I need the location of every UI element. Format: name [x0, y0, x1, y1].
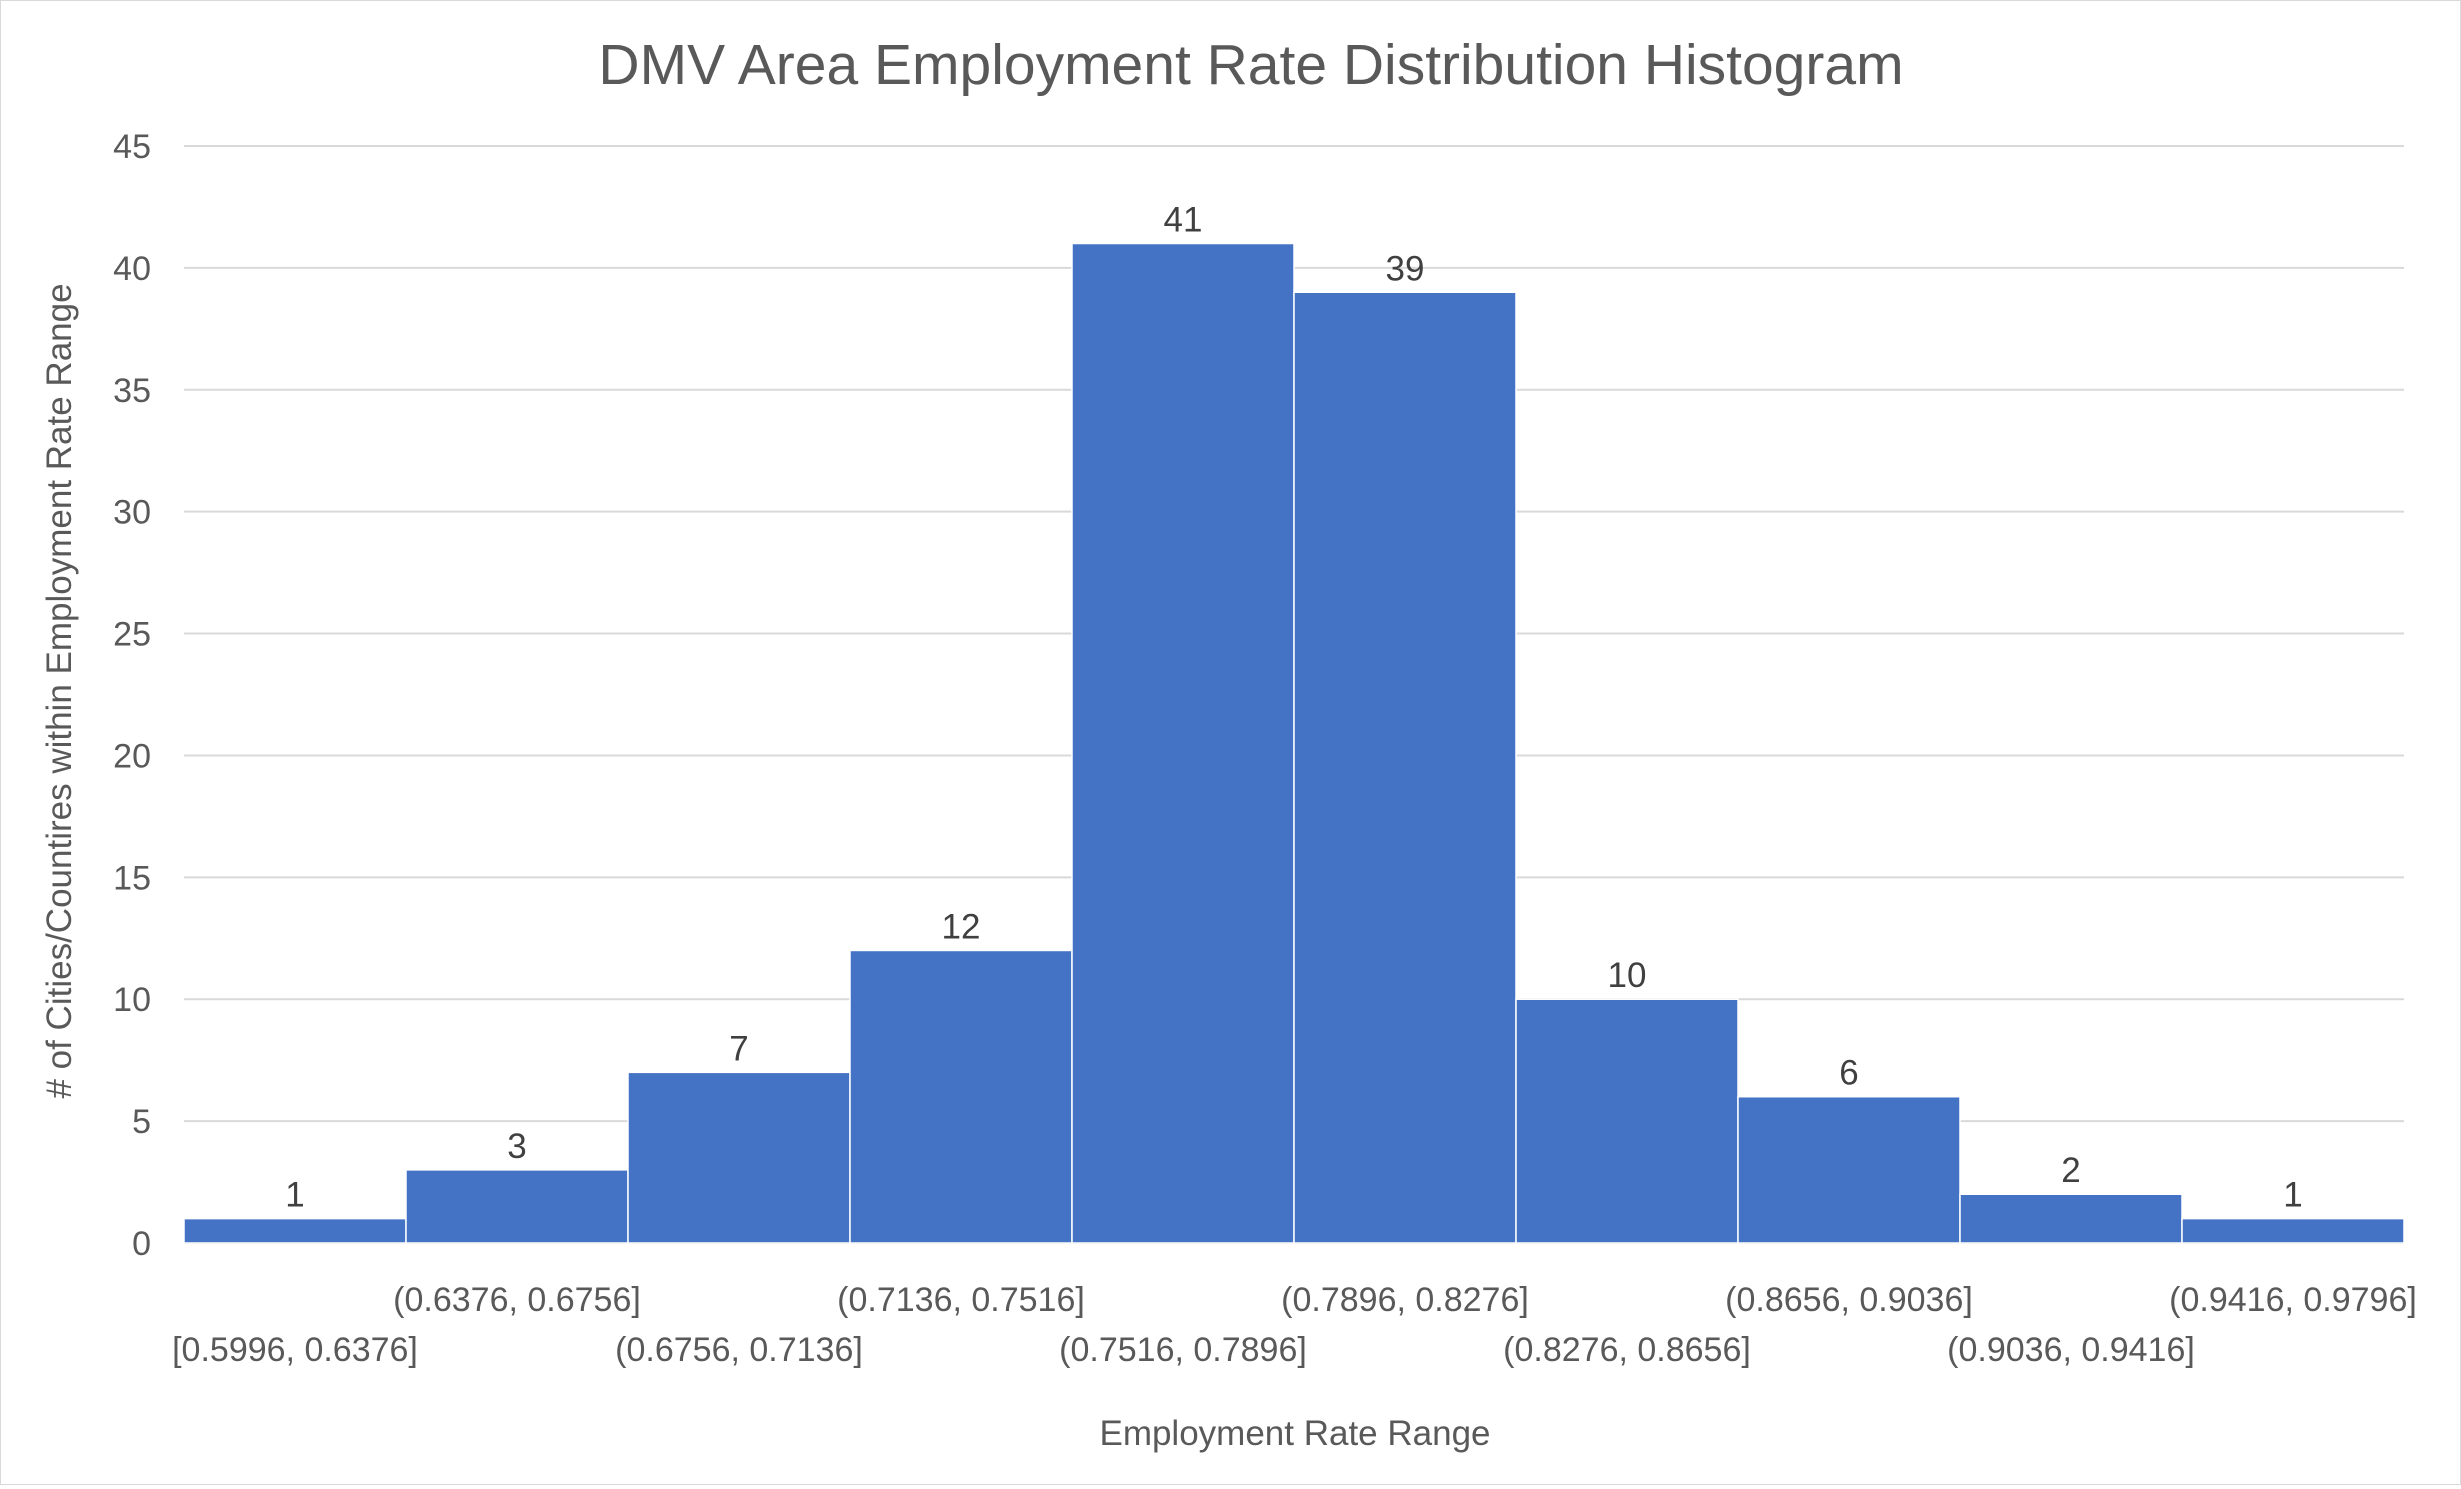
- y-tick-label: 40: [113, 250, 151, 288]
- x-tick-label: (0.7136, 0.7516]: [837, 1281, 1085, 1319]
- histogram-bar: [405, 1169, 629, 1244]
- bar-data-label: 7: [729, 1029, 748, 1068]
- x-tick-label: (0.7516, 0.7896]: [1059, 1331, 1307, 1369]
- histogram-bar: [1515, 998, 1739, 1244]
- x-tick-label: [0.5996, 0.6376]: [172, 1331, 418, 1369]
- y-tick-label: 25: [113, 616, 151, 654]
- histogram-bar: [2181, 1217, 2405, 1244]
- bar-data-label: 3: [507, 1127, 526, 1166]
- data-labels: 1 3 7 12 41 39 10 6 2 1: [285, 201, 2302, 1215]
- bar-data-label: 41: [1164, 201, 1203, 240]
- y-tick-label: 20: [113, 737, 151, 775]
- histogram-bar: [1959, 1193, 2183, 1244]
- y-axis-ticks: 0 5 10 15 20 25 30 35 40 45: [113, 128, 151, 1263]
- y-axis-title: # of Cities/Countires within Employment …: [40, 283, 79, 1098]
- x-tick-label: (0.6376, 0.6756]: [393, 1281, 641, 1319]
- x-axis-ticks: [0.5996, 0.6376] (0.6376, 0.6756] (0.6756,…: [172, 1281, 2417, 1369]
- x-tick-label: (0.9036, 0.9416]: [1947, 1331, 2195, 1369]
- x-tick-label: (0.8276, 0.8656]: [1503, 1331, 1751, 1369]
- histogram-bar: [183, 1217, 407, 1244]
- y-tick-label: 0: [132, 1225, 151, 1263]
- x-axis-title: Employment Rate Range: [1099, 1414, 1490, 1453]
- bar-data-label: 1: [285, 1176, 304, 1215]
- histogram-bar: [1071, 242, 1295, 1244]
- histogram-bar: [849, 949, 1073, 1244]
- chart-title: DMV Area Employment Rate Distribution Hi…: [598, 33, 1903, 97]
- bar-data-label: 6: [1839, 1054, 1858, 1093]
- x-tick-label: (0.7896, 0.8276]: [1281, 1281, 1529, 1319]
- x-tick-label: (0.6756, 0.7136]: [615, 1331, 863, 1369]
- bar-data-label: 1: [2283, 1176, 2302, 1215]
- y-tick-label: 45: [113, 128, 151, 166]
- bar-data-label: 10: [1608, 956, 1647, 995]
- bar-data-label: 2: [2061, 1151, 2080, 1190]
- bar-data-label: 12: [942, 907, 981, 946]
- y-tick-label: 15: [113, 859, 151, 897]
- bar-data-label: 39: [1386, 249, 1425, 288]
- y-tick-label: 10: [113, 981, 151, 1019]
- histogram-bar: [1737, 1095, 1961, 1244]
- histogram-bar: [1293, 291, 1517, 1244]
- bars: [183, 242, 2405, 1244]
- y-tick-label: 35: [113, 372, 151, 410]
- y-tick-label: 5: [132, 1103, 151, 1141]
- x-tick-label: (0.8656, 0.9036]: [1725, 1281, 1973, 1319]
- histogram-bar: [627, 1071, 851, 1244]
- x-tick-label: (0.9416, 0.9796]: [2169, 1281, 2417, 1319]
- y-tick-label: 30: [113, 494, 151, 532]
